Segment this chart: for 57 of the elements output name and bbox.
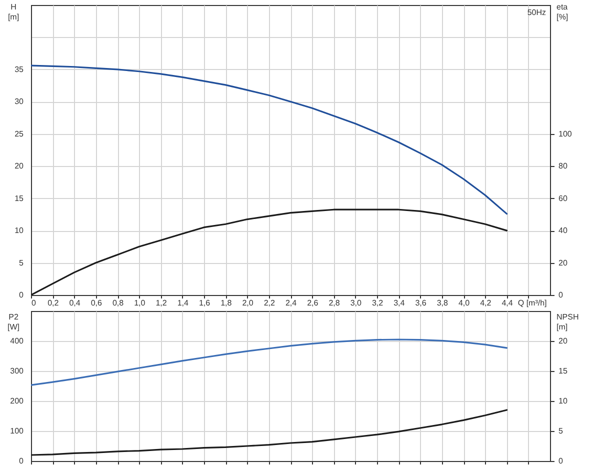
x-tick-label: 2,8 (328, 298, 340, 308)
x-tick-label: 1,8 (220, 298, 232, 308)
x-tick-label: 3,8 (436, 298, 448, 308)
y-tick-label: 0 (19, 290, 24, 300)
y-axis-title: H [m] (8, 2, 20, 22)
x-axis-title: Q [m³/h] (518, 298, 547, 308)
x-tick-label: 0,6 (90, 298, 102, 308)
y2-tick-label: 0 (558, 290, 564, 300)
y2-tick-label: 60 (558, 194, 568, 203)
x-tick-label: 2,4 (285, 298, 298, 308)
x-tick-label: 1,0 (134, 298, 146, 308)
y-tick-label: 20 (14, 162, 24, 171)
x-tick-label: 1,6 (198, 298, 211, 308)
annotation: 50Hz (527, 8, 546, 17)
x-tick-label: 0,2 (48, 298, 60, 308)
x-tick-label: 3,2 (372, 298, 384, 308)
line-series (31, 64, 508, 215)
y2-tick-label: 20 (558, 336, 568, 346)
y2-tick-label: 5 (558, 426, 564, 436)
y2-tick-label: 15 (558, 366, 568, 376)
y-tick-label: 35 (14, 64, 24, 74)
x-tick-label: 3,0 (350, 298, 362, 308)
line-series (31, 409, 508, 456)
y-axis-title: P2 [W] (8, 312, 20, 332)
y2-tick-label: 40 (558, 226, 568, 236)
y-tick-label: 30 (14, 97, 24, 106)
y2-tick-label: 0 (558, 456, 564, 466)
y-tick-label: 5 (19, 258, 24, 268)
x-tick-label: 2,2 (264, 298, 276, 308)
x-tick-label: 4,0 (458, 298, 470, 308)
line-series (31, 338, 508, 386)
y-tick-label: 300 (10, 366, 24, 376)
y-tick-label: 25 (14, 129, 24, 138)
y-tick-label: 200 (10, 396, 24, 406)
x-tick-label: 0,8 (112, 298, 124, 308)
y2-tick-label: 100 (558, 129, 572, 138)
y-tick-label: 10 (14, 226, 24, 236)
y2-tick-label: 10 (558, 396, 568, 406)
x-tick-label: 1,2 (156, 298, 168, 308)
x-tick-label: 3,4 (394, 298, 406, 308)
y2-tick-label: 20 (558, 258, 568, 268)
x-tick-label: 1,4 (177, 298, 189, 308)
y-tick-label: 100 (10, 426, 24, 436)
y-tick-label: 15 (14, 194, 24, 203)
line-series (31, 208, 508, 295)
y2-tick-label: 80 (558, 162, 568, 171)
x-tick-label: 4,2 (480, 298, 492, 308)
y-tick-label: 0 (19, 456, 24, 466)
x-tick-label: 3,6 (415, 298, 427, 308)
y2-axis-title: eta [%] (556, 2, 568, 22)
y2-axis-title: NPSH [m] (556, 312, 579, 332)
x-tick-label: 4,4 (502, 298, 514, 308)
x-tick-label: 2,6 (307, 298, 319, 308)
x-tick-label: 0,4 (69, 298, 81, 308)
x-tick-label: 0 (32, 298, 36, 308)
y-tick-label: 400 (10, 336, 24, 346)
x-tick-label: 2,0 (242, 298, 254, 308)
